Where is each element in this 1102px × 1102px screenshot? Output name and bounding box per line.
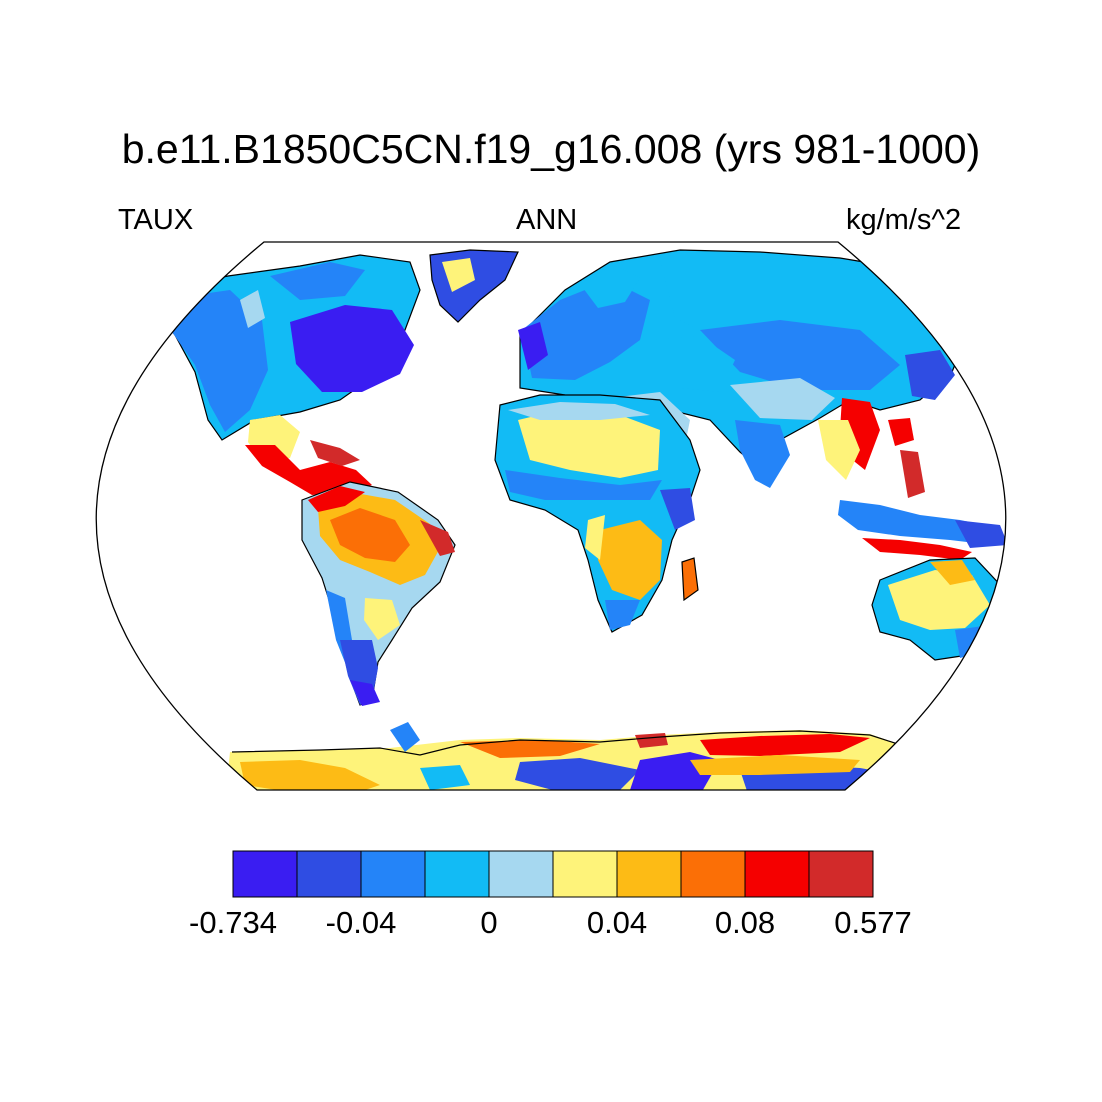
region-antarctica-peninsula (390, 722, 420, 752)
colorbar-box-9 (808, 850, 874, 898)
region-antarctica-east-band (690, 755, 860, 775)
map-boundary (95, 241, 1007, 791)
region-indonesia-islands (862, 538, 972, 560)
region-antarctica-west (240, 760, 380, 790)
region-kamchatka (935, 300, 968, 335)
colorbar-label-0: -0.734 (189, 905, 277, 940)
region-tierra-del-fuego (350, 680, 380, 706)
region-canadian-arctic (270, 262, 365, 300)
colorbar-label-4: 0.08 (714, 905, 776, 940)
colorbar (232, 850, 874, 898)
region-antarctica-ross (420, 765, 470, 790)
region-central-asia (650, 336, 735, 392)
region-east-africa (660, 488, 695, 530)
region-amazon-core (330, 508, 410, 562)
colorbar-box-3 (424, 850, 490, 898)
region-eastern-north-america (290, 305, 414, 392)
colorbar-label-3: 0.04 (586, 905, 648, 940)
colorbar-box-4 (488, 850, 554, 898)
region-southern-africa-edge (585, 515, 605, 560)
region-new-zealand (998, 635, 1006, 672)
colorbar-box-8 (744, 850, 810, 898)
region-antarctica-coast-b (700, 734, 870, 756)
region-siberia-south (700, 320, 900, 390)
region-new-guinea (955, 520, 1006, 548)
region-australia-north (930, 560, 975, 585)
colorbar-box-6 (616, 850, 682, 898)
region-pacific-islands (1070, 572, 1084, 584)
colorbar-label-1: -0.04 (325, 905, 397, 940)
region-indonesia (838, 500, 1000, 545)
season-label: ANN (516, 204, 578, 236)
region-north-america-west (160, 290, 268, 432)
region-western-europe-coast (518, 322, 548, 370)
region-sahara-north (508, 402, 650, 420)
region-hudson-bay (240, 290, 265, 328)
region-korea-japan (888, 418, 914, 446)
region-east-brazil (420, 520, 455, 556)
region-paraguay (364, 598, 400, 640)
colorbar-box-2 (360, 850, 426, 898)
region-central-america (245, 445, 372, 495)
region-caribbean (310, 440, 360, 466)
region-north-coast-sa (308, 486, 365, 512)
region-tibet (730, 378, 835, 420)
region-sahara (518, 410, 660, 478)
units-label: kg/m/s^2 (846, 204, 962, 236)
region-scandinavia (580, 265, 640, 308)
region-antarctica-coast-a (460, 740, 600, 758)
colorbar-label-5: 0.577 (834, 905, 912, 940)
colorbar-box-1 (296, 850, 362, 898)
region-madagascar (681, 557, 699, 602)
region-europe (522, 280, 650, 380)
region-northeast-asia (905, 350, 955, 400)
antarctica-coastline (231, 730, 911, 756)
region-antarctica-ice-a (515, 758, 640, 790)
region-india (735, 420, 790, 488)
region-sahel (505, 470, 662, 500)
region-greenland-interior (442, 258, 475, 292)
colorbar-box-0 (232, 850, 298, 898)
variable-label: TAUX (118, 204, 194, 236)
region-south-africa-coast (605, 600, 640, 630)
plot-title: b.e11.B1850C5CN.f19_g16.008 (yrs 981-100… (121, 126, 981, 172)
region-southern-africa (598, 520, 662, 600)
colorbar-box-5 (552, 850, 618, 898)
region-australia-interior (888, 570, 990, 630)
region-south-china (818, 420, 860, 480)
colorbar-label-2: 0 (480, 905, 498, 940)
colorbar-box-7 (680, 850, 746, 898)
region-philippines (900, 450, 925, 498)
